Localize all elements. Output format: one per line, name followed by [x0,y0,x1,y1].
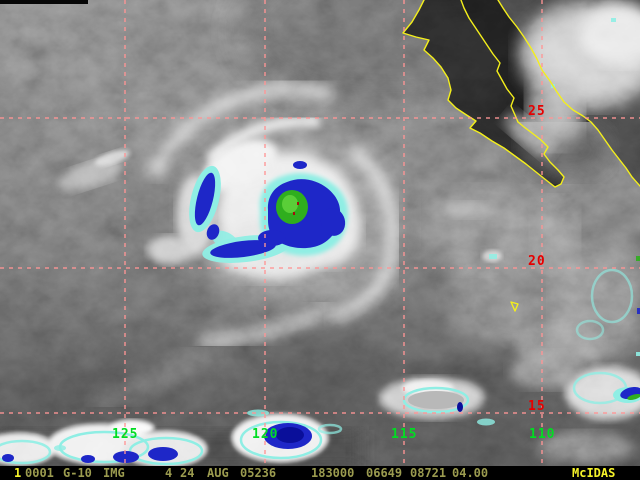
baja-gulf-coastline [460,0,519,123]
longitude-label: 125 [112,427,139,442]
satellite-image-display[interactable]: 125 120 115 110 25 20 15 [0,0,640,467]
status-segment: 06649 [366,466,403,480]
latitude-label: 20 [528,254,546,269]
frame-number: 1 [14,466,22,480]
coastline-overlay [402,0,640,312]
goes10-ir-image [0,0,640,467]
top-left-blank-bar [0,0,88,4]
latitude-label: 25 [528,104,546,119]
longitude-label: 110 [529,427,556,442]
status-segment: IMG [103,466,125,480]
brand: McIDAS [572,466,616,480]
latlon-grid [0,0,640,466]
status-segment: 05236 [240,466,277,480]
status-segment: 08721 [410,466,447,480]
baja-west-coastline [402,0,565,188]
longitude-label: 115 [391,427,418,442]
latitude-label: 15 [528,399,546,414]
longitude-label: 120 [252,427,279,442]
image-noise-texture [0,0,640,466]
ir-enhancement-overlay [0,18,640,466]
mainland-coastline [497,0,640,187]
coldest-top-pixel [297,202,299,205]
status-segment: AUG [207,466,229,480]
status-segment: 0001 [25,466,54,480]
coldest-top-pixel [293,212,295,215]
status-segment: 4 [165,466,173,480]
status-bar: 1 0001 G-10 IMG 4 24 AUG 05236 183000 06649 08721 0… [0,466,640,480]
socorro-island [510,301,519,312]
status-segment: 04.00 [452,466,489,480]
status-segment: 183000 [311,466,355,480]
status-segment: 24 [180,466,195,480]
status-segment: G-10 [63,466,92,480]
